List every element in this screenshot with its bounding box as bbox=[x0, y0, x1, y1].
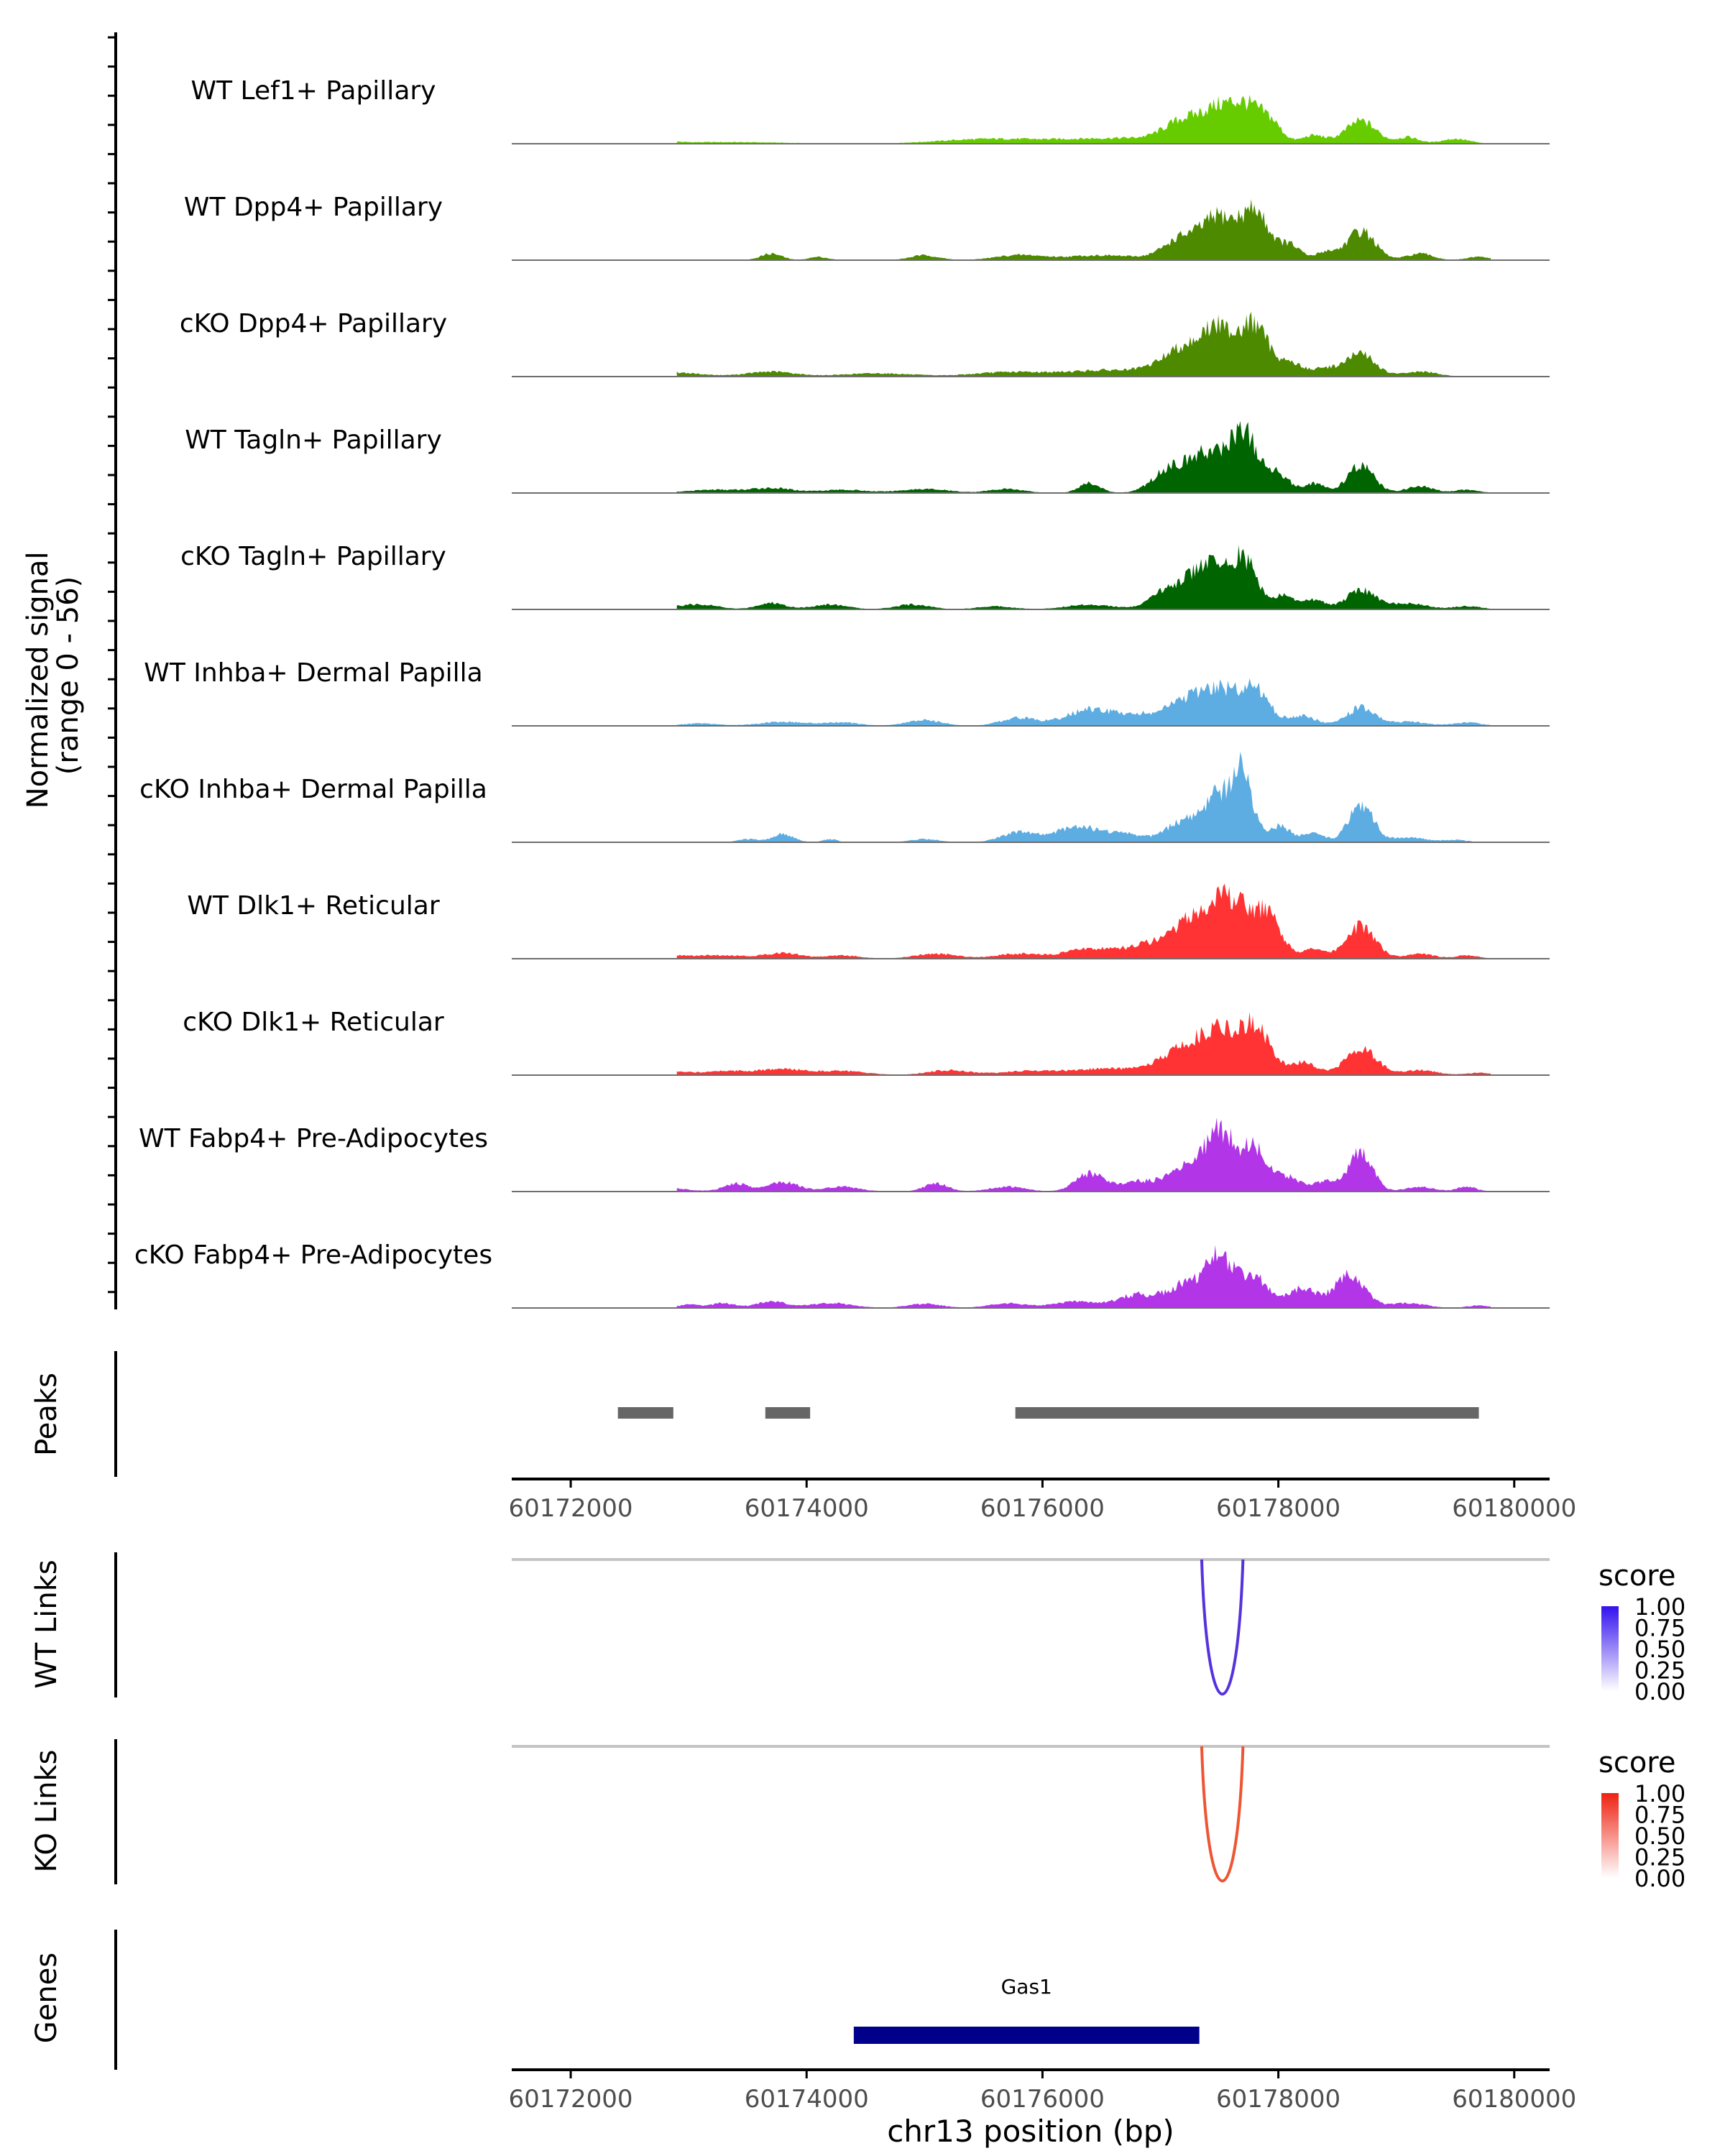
x-axis-bottom: 60172000 60174000 60176000 60178000 60180000 bbox=[509, 2068, 1576, 2114]
x-tick-label: 60172000 bbox=[509, 1494, 633, 1523]
score-legend-tick: 0.50 bbox=[1634, 1636, 1685, 1663]
x-tick-label: 60180000 bbox=[1452, 2085, 1576, 2114]
score-colorbar bbox=[1601, 1793, 1619, 1878]
score-colorbar bbox=[1601, 1606, 1619, 1691]
coverage-track: WT Lef1+ Papillary bbox=[191, 76, 1550, 144]
coverage-area bbox=[676, 421, 1491, 493]
coverage-track: cKO Fabp4+ Pre-Adipocytes bbox=[134, 1240, 1550, 1309]
peaks-track: Peaks bbox=[30, 1351, 1479, 1477]
coverage-area bbox=[676, 752, 1491, 842]
coverage-area bbox=[676, 1245, 1491, 1308]
score-legend-tick: 1.00 bbox=[1634, 1780, 1685, 1807]
peak-region bbox=[1015, 1407, 1479, 1419]
track-label: cKO Fabp4+ Pre-Adipocytes bbox=[134, 1240, 492, 1270]
coverage-track: WT Dpp4+ Papillary bbox=[184, 193, 1550, 261]
wt-score-legend-title: score bbox=[1598, 1560, 1675, 1593]
track-label: cKO Dpp4+ Papillary bbox=[180, 309, 447, 338]
peak-region bbox=[617, 1407, 673, 1419]
track-label: WT Lef1+ Papillary bbox=[191, 76, 436, 106]
genes-track-label: Genes bbox=[30, 1953, 63, 2043]
coverage-track: cKO Dlk1+ Reticular bbox=[183, 1008, 1550, 1076]
x-axis-title: chr13 position (bp) bbox=[887, 2114, 1174, 2149]
link-arc bbox=[1200, 1746, 1245, 1883]
y-axis-title-line2: (range 0 - 56) bbox=[52, 576, 85, 775]
gene-name: Gas1 bbox=[1001, 1975, 1052, 1999]
coverage-area bbox=[676, 94, 1491, 144]
x-tick-label: 60178000 bbox=[1216, 1494, 1340, 1523]
wt-links-label: WT Links bbox=[30, 1560, 63, 1688]
track-label: WT Inhba+ Dermal Papilla bbox=[144, 658, 482, 688]
link-arc bbox=[1200, 1559, 1245, 1696]
ko-links-label: KO Links bbox=[30, 1750, 63, 1873]
links-tracks: WT Links KO Links score score 1.000.750.… bbox=[30, 1552, 1685, 1892]
coverage-track: WT Inhba+ Dermal Papilla bbox=[144, 658, 1550, 727]
track-label: cKO Tagln+ Papillary bbox=[180, 542, 446, 571]
score-legend-tick: 0.75 bbox=[1634, 1615, 1685, 1642]
score-legend-tick: 0.25 bbox=[1634, 1657, 1685, 1685]
track-label: WT Dpp4+ Papillary bbox=[184, 193, 443, 222]
track-label: cKO Dlk1+ Reticular bbox=[183, 1008, 444, 1037]
x-tick-label: 60176000 bbox=[980, 1494, 1105, 1523]
ko-score-legend-title: score bbox=[1598, 1746, 1675, 1779]
x-tick-label: 60174000 bbox=[745, 2085, 869, 2114]
x-axis-top: 60172000 60174000 60176000 60178000 60180000 bbox=[509, 1478, 1576, 1523]
coverage-area bbox=[676, 883, 1491, 959]
coverage-track: WT Tagln+ Papillary bbox=[185, 421, 1550, 494]
score-legend-tick: 0.00 bbox=[1634, 1865, 1685, 1892]
coverage-tracks: WT Lef1+ Papillary WT Dpp4+ Papillary cKO … bbox=[108, 32, 1550, 1309]
coverage-track: cKO Dpp4+ Papillary bbox=[180, 309, 1550, 377]
coverage-track: WT Dlk1+ Reticular bbox=[187, 883, 1550, 959]
x-tick-label: 60174000 bbox=[745, 1494, 869, 1523]
score-legend-tick: 0.50 bbox=[1634, 1823, 1685, 1850]
gene-body bbox=[853, 2027, 1200, 2044]
coverage-area bbox=[676, 545, 1491, 609]
score-legend-tick: 0.25 bbox=[1634, 1844, 1685, 1871]
coverage-track: cKO Tagln+ Papillary bbox=[180, 542, 1550, 610]
score-legend-tick: 0.00 bbox=[1634, 1678, 1685, 1705]
score-legend-tick: 0.75 bbox=[1634, 1802, 1685, 1829]
track-label: WT Tagln+ Papillary bbox=[185, 425, 442, 455]
score-legend-tick: 1.00 bbox=[1634, 1593, 1685, 1621]
track-label: WT Fabp4+ Pre-Adipocytes bbox=[139, 1124, 488, 1153]
track-label: cKO Inhba+ Dermal Papilla bbox=[139, 775, 487, 804]
x-tick-label: 60172000 bbox=[509, 2085, 633, 2114]
x-tick-label: 60178000 bbox=[1216, 2085, 1340, 2114]
coverage-track: WT Fabp4+ Pre-Adipocytes bbox=[139, 1118, 1550, 1192]
x-tick-label: 60176000 bbox=[980, 2085, 1105, 2114]
coverage-area bbox=[676, 1012, 1491, 1075]
genes-track: Genes Gas1 bbox=[30, 1930, 1200, 2070]
coverage-area bbox=[676, 678, 1491, 726]
x-tick-label: 60180000 bbox=[1452, 1494, 1576, 1523]
track-label: WT Dlk1+ Reticular bbox=[187, 891, 439, 921]
coverage-track: cKO Inhba+ Dermal Papilla bbox=[139, 752, 1550, 843]
coverage-area bbox=[676, 311, 1491, 377]
peaks-track-label: Peaks bbox=[30, 1373, 63, 1456]
y-axis-title: Normalized signal (range 0 - 56) bbox=[22, 543, 85, 809]
coverage-area bbox=[676, 1118, 1491, 1192]
peak-region bbox=[765, 1407, 811, 1419]
coverage-area bbox=[676, 198, 1491, 260]
y-axis-title-line1: Normalized signal bbox=[22, 551, 55, 808]
